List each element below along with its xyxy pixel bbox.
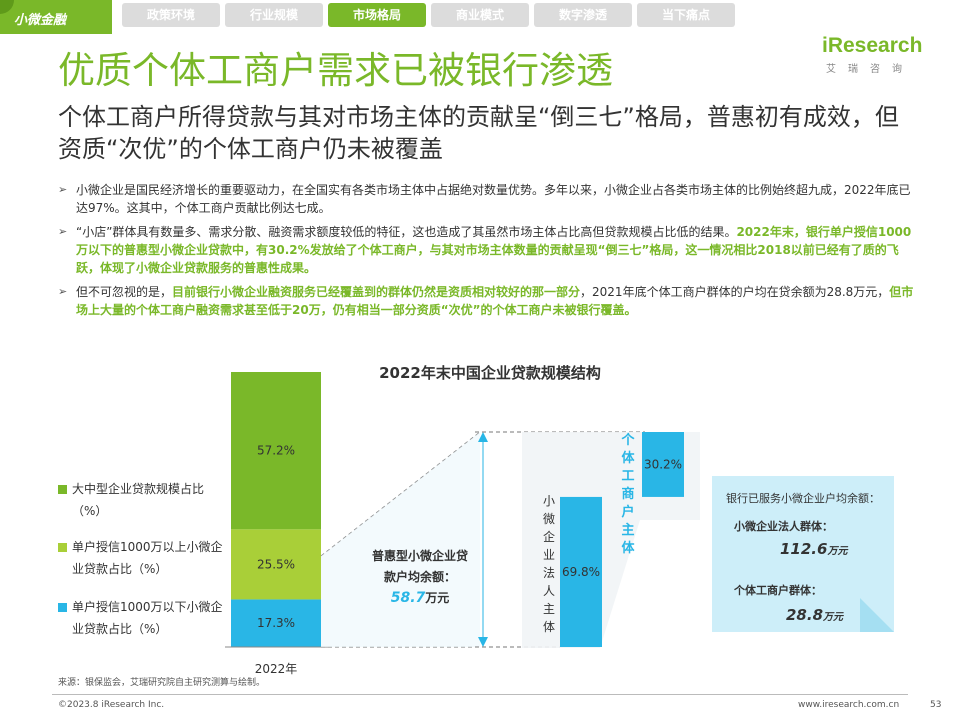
bar-legal-entities (560, 496, 602, 647)
tab-3[interactable]: 市场格局 (328, 3, 426, 27)
sticky-unit-individual: 万元 (823, 612, 844, 623)
segment-large-enterprise-label: 57.2% (257, 444, 295, 458)
page-title: 优质个体工商户需求已被银行渗透 (58, 49, 613, 92)
x-axis-category: 2022年 (254, 662, 298, 676)
legend-label-below-10m: 单户授信1000万以下小微企业贷款占比（%） (72, 600, 223, 636)
category-legal-entities: 小微企业法人主体 (542, 494, 555, 634)
bullet-item: ➢ 但不可忽视的是，目前银行小微企业融资服务已经覆盖到的群体仍然是资质相对较好的那… (58, 283, 914, 319)
tab-2[interactable]: 行业规模 (225, 3, 323, 27)
page-subtitle: 个体工商户所得贷款与其对市场主体的贡献呈“倒三七”格局，普惠初有成效，但资质“次… (58, 103, 899, 163)
sticky-value-legal-number: 112.6 (780, 540, 828, 558)
section-tabs: 政策环境 行业规模 市场格局 商业模式 数字渗透 当下痛点 (122, 3, 735, 27)
segment-above-10m-label: 25.5% (257, 557, 295, 571)
average-balance-unit: 万元 (425, 591, 450, 605)
legend-label-large: 大中型企业贷款规模占比（%） (72, 482, 205, 518)
logo-subtext: 艾瑞咨询 (826, 64, 914, 75)
sticky-label-individual: 个体工商户群体： (734, 584, 822, 597)
iresearch-logo: iResearch 艾瑞咨询 (822, 34, 932, 84)
copyright: ©2023.8 iResearch Inc. (58, 700, 165, 710)
segment-large-enterprise (231, 372, 321, 530)
legend-item-large: 大中型企业贷款规模占比（%） (58, 478, 228, 522)
legend-swatch-large (58, 485, 67, 494)
bullet-arrow-icon: ➢ (58, 183, 68, 196)
section-badge-label: 小微金融 (14, 13, 67, 28)
tab-5[interactable]: 数字渗透 (534, 3, 632, 27)
sticky-value-legal: 112.6万元 (780, 540, 847, 558)
legend-item-above-10m: 单户授信1000万以上小微企业贷款占比（%） (58, 536, 228, 580)
bar-legal-entities-label: 69.8% (562, 565, 600, 579)
span-arrow-down-icon (478, 637, 488, 647)
segment-below-10m-label: 17.3% (257, 616, 295, 630)
tab-1[interactable]: 政策环境 (122, 3, 220, 27)
average-balance-label: 普惠型小微企业贷款户均余额： (371, 549, 468, 584)
highlight-text: 目前银行小微企业融资服务已经覆盖到的群体仍然是资质相对较好的那一部分 (172, 285, 581, 299)
tab-6[interactable]: 当下痛点 (637, 3, 735, 27)
site-url[interactable]: www.iresearch.com.cn (798, 700, 900, 710)
bullet-list: ➢ 小微企业是国民经济增长的重要驱动力，在全国实有各类市场主体中占据绝对数量优势。… (58, 181, 914, 325)
segment-below-10m (231, 599, 321, 647)
body-text: 小微企业是国民经济增长的重要驱动力，在全国实有各类市场主体中占据绝对数量优势。多… (76, 183, 911, 215)
legend-item-below-10m: 单户授信1000万以下小微企业贷款占比（%） (58, 596, 228, 640)
footer-divider (52, 694, 908, 695)
connector-fill (321, 432, 480, 647)
sticky-fold (860, 598, 894, 632)
highlight-text: 但市场上大量的个体工商户融资需求甚至低于20万，仍有相当一部分资质“次优”的个体… (76, 285, 914, 317)
body-text: 但不可忽视的是， (76, 285, 173, 299)
source-note: 来源：银保监会，艾瑞研究院自主研究测算与绘制。 (58, 678, 266, 688)
bullet-item: ➢ 小微企业是国民经济增长的重要驱动力，在全国实有各类市场主体中占据绝对数量优势。… (58, 181, 914, 217)
legend-swatch-below-10m (58, 603, 67, 612)
page-number: 53 (930, 700, 942, 710)
body-text: ，2021年底个体工商户群体的户均在贷余额为28.8万元， (580, 285, 890, 299)
sticky-unit-legal: 万元 (827, 546, 848, 557)
category-individual-businesses: 个体工商户主体 (621, 433, 635, 556)
chart-title: 2022年末中国企业贷款规模结构 (379, 364, 601, 382)
bullet-arrow-icon: ➢ (58, 285, 68, 298)
bullet-item: ➢ “小店”群体具有数量多、需求分散、融资需求额度较低的特征，这也造成了其虽然市场… (58, 223, 914, 277)
average-balance-note: 普惠型小微企业贷款户均余额： 58.7万元 (368, 546, 472, 609)
sticky-heading: 银行已服务小微企业户均余额： (726, 492, 880, 505)
body-text: “小店”群体具有数量多、需求分散、融资需求额度较低的特征，这也造成了其虽然市场主… (76, 225, 737, 239)
logo-text: iResearch (822, 34, 923, 57)
average-balance-value: 58.7 (390, 590, 426, 606)
bar-individual-businesses-label: 30.2% (644, 457, 682, 471)
sticky-value-individual-number: 28.8 (786, 606, 824, 624)
tab-4[interactable]: 商业模式 (431, 3, 529, 27)
span-arrow-up-icon (478, 432, 488, 442)
bar-individual-businesses (642, 432, 684, 497)
sticky-value-individual: 28.8万元 (786, 606, 843, 624)
segment-above-10m (231, 529, 321, 600)
sticky-label-legal: 小微企业法人群体： (734, 520, 833, 533)
highlight-text: 2022年末，银行单户授信1000万以下的普惠型小微企业贷款中，有30.2%发放… (76, 225, 912, 275)
legend-label-above-10m: 单户授信1000万以上小微企业贷款占比（%） (72, 540, 223, 576)
legend-swatch-above-10m (58, 543, 67, 552)
bullet-arrow-icon: ➢ (58, 225, 68, 238)
section-badge: 小微金融 (0, 0, 112, 34)
sticky-note: 银行已服务小微企业户均余额： 小微企业法人群体： 112.6万元 个体工商户群体… (712, 476, 894, 632)
